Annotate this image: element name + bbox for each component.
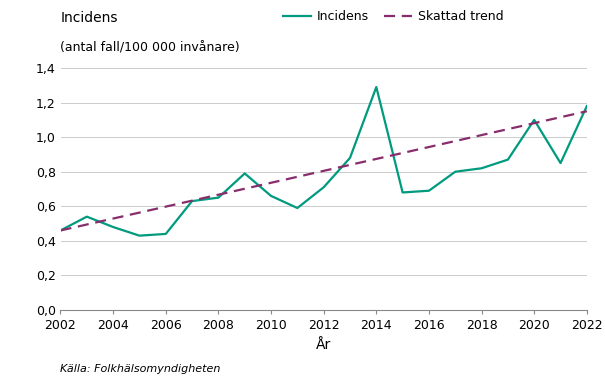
Legend: Incidens, Skattad trend: Incidens, Skattad trend xyxy=(283,10,503,23)
Text: Källa: Folkhälsomyndigheten: Källa: Folkhälsomyndigheten xyxy=(60,364,221,374)
Text: Incidens: Incidens xyxy=(60,11,118,25)
X-axis label: År: År xyxy=(316,338,332,352)
Text: (antal fall/100 000 invånare): (antal fall/100 000 invånare) xyxy=(60,42,240,54)
